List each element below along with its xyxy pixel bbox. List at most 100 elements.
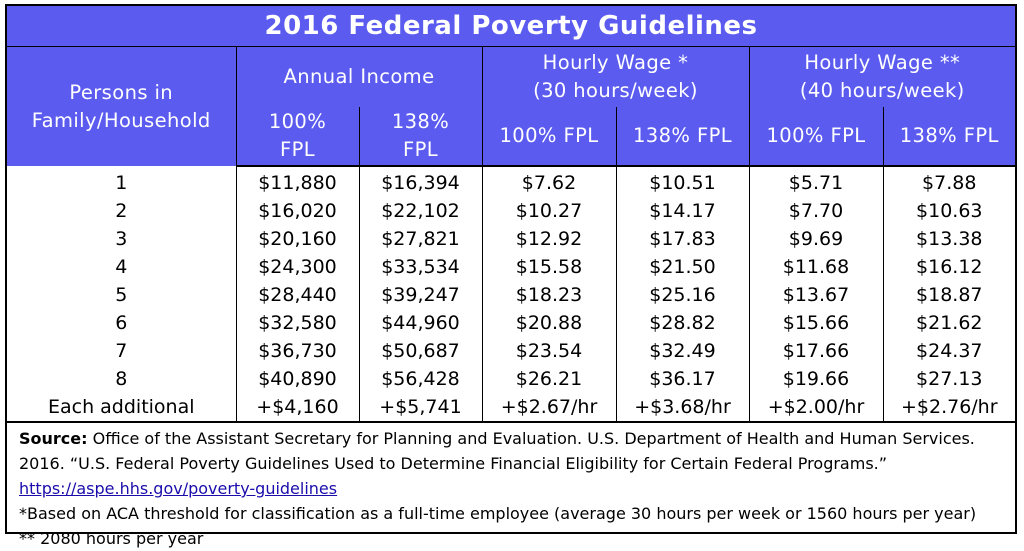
hourly-wage-40-title: Hourly Wage **: [804, 51, 961, 74]
income-100-cell: $40,890: [236, 365, 360, 393]
footnote-30-hours: *Based on ACA threshold for classificati…: [19, 504, 977, 523]
source-link[interactable]: https://aspe.hhs.gov/poverty-guidelines: [19, 479, 338, 498]
wage40-100-cell: $13.67: [749, 281, 884, 309]
wage30-138-cell: $28.82: [616, 309, 750, 337]
poverty-guidelines-table-frame: 2016 Federal Poverty Guidelines Persons …: [5, 4, 1017, 548]
wage40-100-cell: $11.68: [749, 253, 884, 281]
income-138-cell: $39,247: [359, 281, 483, 309]
wage40-138-cell: $13.38: [916, 228, 983, 250]
wage30-138-cell: $17.83: [616, 225, 750, 253]
income-100-fpl-sublabel: FPL: [279, 138, 316, 161]
annual-income-header: Annual Income: [236, 46, 483, 107]
income-138-cell: $22,102: [359, 197, 483, 225]
income-138-cell: $50,687: [359, 337, 483, 365]
source-citation: Source: Office of the Assistant Secretar…: [19, 426, 1003, 476]
wage40-138-cell: +$2.76/hr: [900, 396, 998, 418]
footnote-40-hours: ** 2080 hours per year: [19, 529, 204, 548]
hourly-wage-30-title: Hourly Wage *: [542, 51, 689, 74]
household-size-cell: 7: [7, 337, 237, 365]
wage40-138-cell: $10.63: [916, 200, 983, 222]
table-row: 2 $16,020 $22,102 $10.27 $14.17 $7.70 $1…: [7, 197, 1015, 225]
table-row: 7 $36,730 $50,687 $23.54 $32.49 $17.66 $…: [7, 337, 1015, 365]
wage30-138-cell: $14.17: [616, 197, 750, 225]
wage30-138-cell: $10.51: [616, 166, 750, 197]
wage40-138-cell: $21.62: [916, 312, 983, 334]
hourly-wage-40-subtitle: (40 hours/week): [799, 79, 965, 102]
household-size-cell: 2: [7, 197, 237, 225]
household-size-cell: 3: [7, 225, 237, 253]
wage40-138-cell: $16.12: [916, 256, 983, 278]
income-100-cell: $24,300: [236, 253, 360, 281]
wage40-100-cell: $19.66: [749, 365, 884, 393]
wage40-100-fpl-header: 100% FPL: [749, 107, 884, 167]
income-138-cell: $44,960: [359, 309, 483, 337]
source-notes: Source: Office of the Assistant Secretar…: [7, 421, 1015, 551]
income-100-cell: $28,440: [236, 281, 360, 309]
table-row: 3 $20,160 $27,821 $12.92 $17.83 $9.69 $1…: [7, 225, 1015, 253]
hourly-wage-30-subtitle: (30 hours/week): [533, 79, 698, 102]
wage40-138-cell: $7.88: [922, 172, 977, 194]
poverty-guidelines-table: 2016 Federal Poverty Guidelines Persons …: [7, 6, 1016, 421]
wage30-138-cell: $36.17: [616, 365, 750, 393]
wage40-100-cell: +$2.00/hr: [749, 393, 884, 421]
income-138-cell: $33,534: [359, 253, 483, 281]
household-size-cell: 1: [7, 166, 237, 197]
table-row: 4 $24,300 $33,534 $15.58 $21.50 $11.68 $…: [7, 253, 1015, 281]
wage30-100-cell: $12.92: [482, 225, 617, 253]
wage30-100-fpl-header: 100% FPL: [482, 107, 617, 167]
income-100-cell: $11,880: [236, 166, 360, 197]
hourly-wage-30-header: Hourly Wage * (30 hours/week): [482, 46, 750, 107]
household-size-cell: 4: [7, 253, 237, 281]
income-100-cell: $32,580: [236, 309, 360, 337]
wage40-138-cell: $24.37: [916, 340, 983, 362]
household-size-cell: 8: [7, 365, 237, 393]
income-138-cell: $27,821: [359, 225, 483, 253]
persons-header: Persons in Family/Household: [7, 46, 237, 166]
wage30-138-fpl-header: 138% FPL: [616, 107, 750, 167]
table-row: 5 $28,440 $39,247 $18.23 $25.16 $13.67 $…: [7, 281, 1015, 309]
wage40-100-cell: $9.69: [749, 225, 884, 253]
table-row: 6 $32,580 $44,960 $20.88 $28.82 $15.66 $…: [7, 309, 1015, 337]
wage40-100-cell: $5.71: [749, 166, 884, 197]
wage30-138-cell: $21.50: [616, 253, 750, 281]
income-138-cell: $56,428: [359, 365, 483, 393]
wage40-100-cell: $15.66: [749, 309, 884, 337]
income-100-cell: $20,160: [236, 225, 360, 253]
table-title: 2016 Federal Poverty Guidelines: [7, 6, 1016, 47]
wage30-100-cell: $15.58: [482, 253, 617, 281]
table-row: 8 $40,890 $56,428 $26.21 $36.17 $19.66 $…: [7, 365, 1015, 393]
wage40-138-cell: $27.13: [916, 368, 983, 390]
table-row: 1 $11,880 $16,394 $7.62 $10.51 $5.71 $7.…: [7, 166, 1015, 197]
income-138-fpl-sublabel: FPL: [402, 138, 439, 161]
wage30-138-cell: +$3.68/hr: [616, 393, 750, 421]
income-100-fpl-header: 100% FPL: [236, 107, 360, 167]
income-100-cell: +$4,160: [236, 393, 360, 421]
wage40-100-cell: $17.66: [749, 337, 884, 365]
wage30-100-cell: $18.23: [482, 281, 617, 309]
income-100-cell: $16,020: [236, 197, 360, 225]
hourly-wage-40-header: Hourly Wage ** (40 hours/week): [749, 46, 1016, 107]
wage40-138-fpl-header: 138% FPL: [883, 107, 1016, 167]
wage30-138-cell: $32.49: [616, 337, 750, 365]
source-label: Source:: [19, 429, 88, 448]
income-138-cell: $16,394: [359, 166, 483, 197]
income-138-cell: +$5,741: [359, 393, 483, 421]
income-100-cell: $36,730: [236, 337, 360, 365]
income-138-fpl-header: 138% FPL: [359, 107, 483, 167]
wage40-100-cell: $7.70: [749, 197, 884, 225]
wage30-100-cell: $20.88: [482, 309, 617, 337]
wage30-100-cell: +$2.67/hr: [482, 393, 617, 421]
table-body: 1 $11,880 $16,394 $7.62 $10.51 $5.71 $7.…: [7, 166, 1015, 421]
wage30-100-cell: $23.54: [482, 337, 617, 365]
wage40-138-cell: $18.87: [916, 284, 983, 306]
income-100-fpl-label: 100%: [268, 110, 327, 133]
source-text: Office of the Assistant Secretary for Pl…: [19, 429, 975, 473]
wage30-100-cell: $10.27: [482, 197, 617, 225]
wage30-100-cell: $26.21: [482, 365, 617, 393]
table-row-each-additional: Each additional +$4,160 +$5,741 +$2.67/h…: [7, 393, 1015, 421]
wage30-138-cell: $25.16: [616, 281, 750, 309]
household-size-cell: Each additional: [7, 393, 237, 421]
household-size-cell: 5: [7, 281, 237, 309]
income-138-fpl-label: 138%: [391, 110, 450, 133]
household-size-cell: 6: [7, 309, 237, 337]
